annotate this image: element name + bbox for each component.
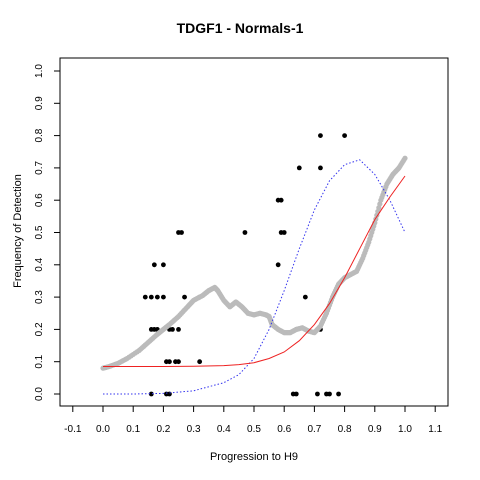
observed-point	[315, 391, 320, 397]
observed-point	[296, 165, 302, 171]
observed-point	[281, 230, 287, 235]
y-tick-label: 0.9	[34, 96, 45, 110]
observed-point	[275, 262, 281, 268]
y-tick-label: 0.5	[34, 225, 45, 239]
observed-point	[161, 294, 166, 300]
observed-point	[302, 294, 308, 300]
observed-point	[179, 230, 184, 235]
x-tick-label: 0.8	[338, 424, 352, 435]
chart-title: TDGF1 - Normals-1	[176, 20, 304, 36]
observed-point	[148, 391, 154, 397]
solid-fit-line	[103, 175, 406, 367]
observed-point	[154, 294, 160, 300]
observed-point	[167, 391, 172, 397]
observed-point	[318, 165, 323, 171]
observed-point	[151, 262, 157, 268]
observed-point	[148, 294, 154, 300]
observed-point	[327, 391, 332, 397]
observed-point	[176, 359, 181, 365]
observed-point	[142, 294, 148, 300]
y-tick-label: 1.0	[34, 64, 45, 78]
x-tick-label: 0.1	[126, 424, 140, 435]
x-tick-label: 0.6	[277, 424, 291, 435]
axes-layer: -0.1 0.0 0.1 0.2 0.3 0.4 0.5 0.6 0.7 0.8 0.9 1.0 1.1…	[34, 64, 443, 435]
x-tick-label: 0.7	[307, 424, 321, 435]
smoothed-frequency-point	[402, 155, 408, 161]
observed-point	[167, 359, 172, 365]
data-layer	[100, 133, 408, 397]
observed-point	[336, 391, 341, 397]
observed-point	[242, 230, 248, 235]
x-tick-label: 0.5	[247, 424, 261, 435]
y-axis-label: Frequency of Detection	[12, 174, 24, 288]
dotted-fit-line	[103, 159, 406, 395]
x-tick-label: 0.2	[156, 424, 170, 435]
y-tick-label: 0.3	[34, 290, 45, 304]
x-tick-label: 0.9	[368, 424, 382, 435]
x-tick-label: -0.1	[64, 424, 82, 435]
observed-point	[342, 133, 347, 139]
observed-point	[161, 262, 166, 268]
y-tick-label: 0.7	[34, 161, 45, 175]
observed-point	[293, 391, 299, 397]
x-tick-label: 0.3	[187, 424, 201, 435]
observed-point	[197, 359, 203, 365]
observed-point	[278, 197, 284, 203]
y-tick-label: 0.2	[34, 322, 45, 336]
y-tick-label: 0.6	[34, 193, 45, 207]
observed-point	[170, 327, 175, 332]
x-axis-label: Progression to H9	[209, 451, 299, 463]
observed-point	[176, 327, 181, 332]
y-tick-label: 0.4	[34, 257, 45, 271]
x-tick-label: 0.4	[217, 424, 231, 435]
observed-point	[182, 294, 187, 300]
y-tick-label: 0.0	[34, 387, 45, 401]
plot-frame	[59, 57, 449, 407]
x-tick-label: 1.1	[428, 424, 442, 435]
x-tick-label: 1.0	[398, 424, 412, 435]
observed-point	[318, 133, 323, 139]
x-tick-label: 0.0	[96, 424, 110, 435]
y-tick-label: 0.8	[34, 128, 45, 142]
y-tick-label: 0.1	[34, 354, 45, 368]
